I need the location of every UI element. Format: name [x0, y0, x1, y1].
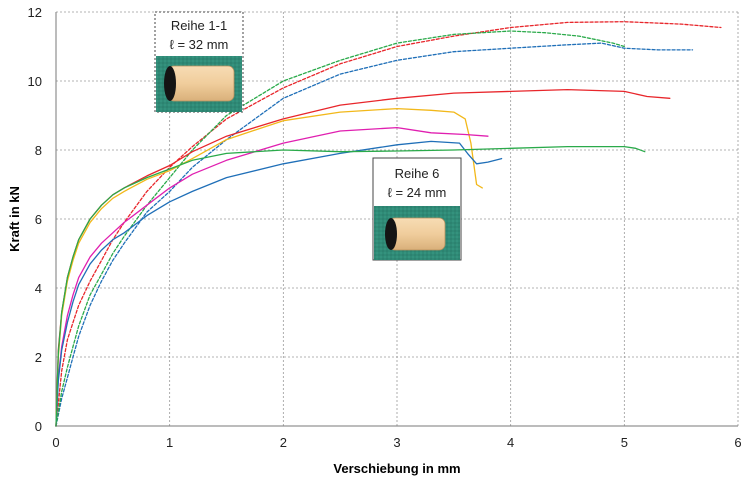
inset-reihe-6-title: Reihe 6 [395, 166, 440, 181]
y-axis-label: Kraft in kN [7, 186, 22, 252]
series-line-1-dashed [55, 21, 722, 427]
x-tick-label: 3 [393, 435, 400, 450]
y-tick-label: 12 [28, 5, 42, 20]
series-line-4-solid [55, 88, 671, 427]
series-line-5-solid [55, 107, 483, 427]
y-tick-label: 10 [28, 74, 42, 89]
y-tick-label: 0 [35, 419, 42, 434]
x-axis-label: Verschiebung in mm [333, 461, 460, 476]
series-line-2-dashed [55, 42, 694, 427]
series-line-6-solid [55, 126, 489, 427]
y-tick-label: 8 [35, 143, 42, 158]
x-tick-label: 6 [734, 435, 741, 450]
x-tick-label: 4 [507, 435, 514, 450]
y-tick-label: 2 [35, 350, 42, 365]
series-line-8-solid [55, 145, 646, 427]
inset-reihe-6-length: ℓ = 24 mm [388, 185, 447, 200]
x-tick-label: 0 [52, 435, 59, 450]
x-tick-label: 5 [621, 435, 628, 450]
dowel-photo-reihe-1-1 [156, 56, 242, 112]
series-lines [55, 21, 722, 427]
inset-reihe-1-1-title: Reihe 1-1 [171, 18, 227, 33]
dowel-photo-reihe-6 [374, 206, 460, 260]
series-line-7-solid [55, 140, 503, 427]
inset-reihe-1-1: Reihe 1-1 ℓ = 32 mm [154, 11, 244, 113]
inset-reihe-6: Reihe 6 ℓ = 24 mm [372, 157, 462, 261]
y-tick-label: 6 [35, 212, 42, 227]
axes [55, 12, 738, 427]
y-tick-label: 4 [35, 281, 42, 296]
inset-reihe-1-1-length: ℓ = 32 mm [170, 37, 229, 52]
x-tick-label: 2 [280, 435, 287, 450]
grid [56, 11, 739, 426]
x-tick-label: 1 [166, 435, 173, 450]
series-line-3-dashed [55, 30, 625, 427]
